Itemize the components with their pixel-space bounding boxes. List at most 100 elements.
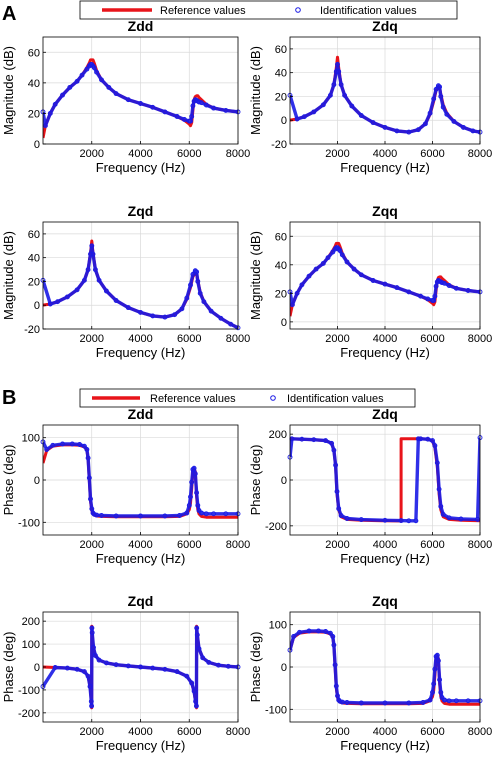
data-point-identification [190, 103, 196, 109]
panel-letter-a: A [2, 3, 16, 25]
legend-a: Reference values Identification values [79, 0, 458, 20]
data-point-identification [358, 272, 364, 278]
data-point-identification [88, 698, 94, 704]
x-axis-label: Frequency (Hz) [96, 738, 186, 753]
x-tick-label: 2000 [325, 333, 349, 345]
y-tick-label: 40 [28, 78, 40, 90]
data-point-identification [313, 266, 319, 272]
data-point-identification [358, 700, 364, 706]
x-tick-label: 4000 [128, 539, 152, 551]
data-point-identification [330, 249, 336, 255]
data-point-identification [85, 673, 91, 679]
y-tick-label: 200 [22, 616, 40, 628]
data-point-identification [438, 689, 444, 695]
data-point-identification [64, 294, 70, 300]
y-axis-label: Magnitude (dB) [248, 231, 263, 320]
data-point-identification [138, 664, 143, 670]
data-point-identification [329, 440, 335, 446]
x-tick-label: 4000 [128, 333, 152, 345]
y-axis-label: Phase (deg) [248, 445, 263, 516]
data-point-identification [179, 306, 185, 312]
series-band-identification [43, 626, 238, 708]
data-point-identification [228, 321, 234, 327]
chart-6: 2000 4000 6000 8000 -200 0 200 Zdq Frequency (Hz… [248, 406, 492, 566]
data-point-identification [96, 277, 102, 283]
data-point-identification [330, 634, 336, 639]
y-tick-label: 60 [28, 47, 40, 59]
legend-b-identification-label: Identification values [287, 393, 384, 405]
data-point-identification [336, 697, 342, 703]
data-point-identification [47, 301, 53, 307]
x-tick-label: 6000 [177, 539, 201, 551]
x-axis-label: Frequency (Hz) [340, 160, 430, 175]
data-point-identification [184, 295, 190, 301]
data-point-identification [337, 248, 343, 253]
data-point-identification [425, 436, 431, 442]
data-point-identification [334, 489, 340, 494]
data-point-identification [191, 465, 197, 471]
data-point-identification [125, 97, 131, 103]
y-tick-label: -20 [271, 139, 287, 151]
data-point-identification [223, 511, 229, 517]
x-tick-label: 2000 [325, 726, 349, 738]
x-axis-label: Frequency (Hz) [96, 345, 186, 360]
y-axis-label: Magnitude (dB) [1, 46, 16, 135]
data-point-identification [113, 298, 119, 303]
data-point-identification [113, 662, 119, 668]
data-point-identification [125, 305, 131, 311]
data-point-identification [196, 508, 202, 513]
data-point-identification [439, 695, 445, 700]
data-point-identification [138, 101, 143, 106]
data-point-identification [306, 273, 312, 279]
data-point-identification [406, 129, 412, 135]
x-tick-label: 8000 [468, 148, 492, 160]
data-point-identification [446, 515, 452, 521]
legend-b-reference-label: Reference values [150, 393, 236, 405]
data-point-identification [174, 669, 180, 675]
data-point-identification [294, 290, 300, 296]
data-point-identification [335, 61, 340, 67]
data-point-identification [435, 83, 441, 89]
data-point-identification [431, 298, 437, 303]
x-tick-label: 6000 [420, 726, 444, 738]
data-point-identification [320, 260, 326, 266]
data-point-identification [453, 698, 459, 704]
data-point-identification [87, 684, 93, 689]
chart-title: Zqq [372, 203, 398, 219]
data-point-identification [434, 460, 440, 466]
data-point-identification [162, 666, 168, 672]
data-point-identification [189, 479, 195, 485]
data-point-identification [299, 436, 305, 442]
data-point-identification [430, 438, 435, 444]
data-point-identification [44, 447, 50, 452]
y-tick-label: 0 [281, 475, 287, 487]
data-point-identification [427, 110, 433, 116]
data-point-identification [430, 689, 435, 695]
data-point-identification [211, 511, 217, 517]
chart-8: 2000 4000 6000 8000 -100 0 100 Zqq Frequency (Hz… [248, 593, 492, 753]
data-point-identification [327, 92, 333, 98]
data-point-identification [174, 114, 180, 119]
y-tick-label: -100 [18, 685, 40, 697]
x-tick-label: 4000 [128, 726, 152, 738]
chart-title: Zqq [372, 593, 398, 609]
data-point-identification [370, 120, 376, 126]
x-axis-label: Frequency (Hz) [340, 551, 430, 566]
y-tick-label: 40 [28, 253, 40, 265]
data-point-identification [203, 102, 209, 108]
data-point-identification [162, 513, 168, 519]
x-tick-label: 2000 [325, 539, 349, 551]
data-point-identification [336, 246, 342, 252]
x-tick-label: 2000 [80, 148, 104, 160]
data-point-identification [96, 657, 102, 663]
data-point-identification [138, 309, 143, 315]
data-point-identification [316, 628, 321, 634]
chart-4: 2000 4000 6000 8000 0 20 40 60 Zqq Frequency (Hz)… [248, 203, 492, 360]
data-point-identification [85, 455, 91, 461]
data-point-identification [446, 283, 452, 288]
data-point-identification [81, 443, 87, 449]
data-point-identification [301, 114, 307, 120]
y-tick-label: -200 [265, 521, 287, 533]
chart-5: 2000 4000 6000 8000 -100 0 100 Zdd Frequency (Hz… [1, 406, 250, 566]
data-point-identification [103, 660, 109, 666]
